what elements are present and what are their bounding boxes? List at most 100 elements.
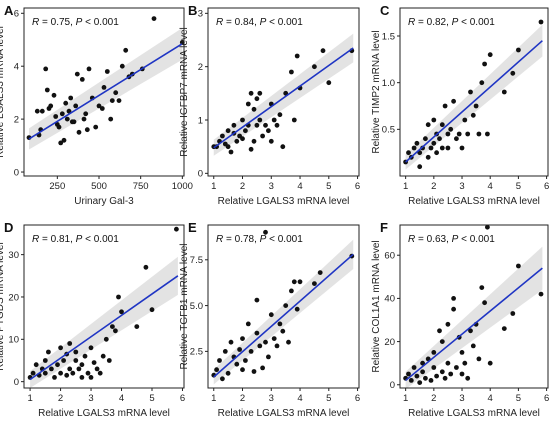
data-point [254,122,260,128]
data-point [408,378,414,383]
stat-p-prefix: P [260,234,267,245]
x-tick-label: 2 [240,181,245,192]
data-point [479,285,485,290]
data-point [151,16,157,21]
data-point [312,64,317,70]
data-point [113,90,119,96]
data-point [44,87,50,93]
stat-p-value: < 0.001 [266,17,303,28]
x-tick-label: 4 [297,393,302,404]
plot-frame [207,7,360,177]
plot-frame [399,224,549,389]
data-point [289,288,294,294]
correlation-stat: R = 0.84, P < 0.001 [216,17,303,28]
data-point [116,98,122,103]
data-point [538,19,544,25]
data-point [225,370,231,376]
data-point [439,145,445,151]
stat-r-prefix: R [32,17,39,28]
y-tick-label: 0 [390,380,395,391]
data-point [228,149,234,155]
data-point [79,362,85,368]
data-point [263,229,268,235]
data-point [425,154,431,160]
y-tick-label: 5.0 [190,301,203,312]
data-point [240,136,245,142]
data-point [271,117,277,123]
regression-line [405,267,543,382]
x-tick-label: 3 [459,393,464,404]
stat-r-value: = 0.84, [223,17,259,28]
data-point [317,270,323,275]
data-point [459,350,465,355]
x-tick-label: 5 [516,393,521,404]
data-point [439,369,445,375]
data-point [222,349,228,354]
data-point [274,343,280,349]
data-point [61,137,67,143]
x-tick-label: 1 [27,393,32,404]
correlation-stat: R = 0.82, P < 0.001 [408,17,495,28]
data-point [93,124,99,130]
data-point [217,358,222,363]
data-point [76,129,82,135]
data-point [448,126,454,132]
data-point [277,321,283,327]
data-point [411,145,417,151]
data-point [459,371,465,377]
stat-r-prefix: R [32,234,39,245]
data-point [406,371,411,377]
stat-p-value: < 0.001 [266,234,303,245]
data-point [289,69,294,75]
data-point [58,140,64,146]
data-point [234,361,240,367]
data-point [113,328,118,334]
data-point [454,136,459,142]
y-tick-label: 0 [14,377,19,388]
regression-line [28,43,183,140]
data-point [434,373,439,379]
x-tick-label: 2 [58,393,63,404]
data-point [254,330,260,336]
data-point [82,353,88,359]
data-point [103,336,109,342]
y-tick-label: 2.5 [190,347,203,358]
data-points [403,224,544,385]
data-point [55,362,60,368]
y-axis-label: Relative TIMP2 mRNA level [371,30,382,153]
x-tick-label: 6 [180,393,185,404]
data-point [470,112,476,118]
regression-line [213,253,354,378]
y-tick-label: 4 [14,62,19,73]
data-point [439,339,445,344]
data-point [431,117,437,123]
confidence-band [213,239,354,385]
data-point [510,311,516,316]
data-point [439,122,445,128]
data-point [454,365,459,370]
data-point [260,365,265,371]
stat-p-prefix: P [76,17,83,28]
data-point [445,360,451,366]
confidence-band [213,33,354,156]
data-point [91,360,97,365]
data-point [451,98,456,104]
data-point [297,279,303,285]
data-point [214,367,220,373]
plot-frame [23,224,185,389]
data-point [108,116,114,122]
data-point [64,372,70,378]
correlation-stat: R = 0.63, P < 0.001 [408,234,495,245]
data-point [268,138,274,144]
data-point [53,114,59,119]
data-point [149,307,155,313]
x-tick-label: 250 [49,181,65,192]
stat-r-prefix: R [216,234,223,245]
stat-p-value: < 0.001 [458,234,495,245]
x-tick-label: 1 [211,393,216,404]
data-point [451,306,456,312]
x-tick-label: 5 [516,181,521,192]
data-point [268,312,274,318]
